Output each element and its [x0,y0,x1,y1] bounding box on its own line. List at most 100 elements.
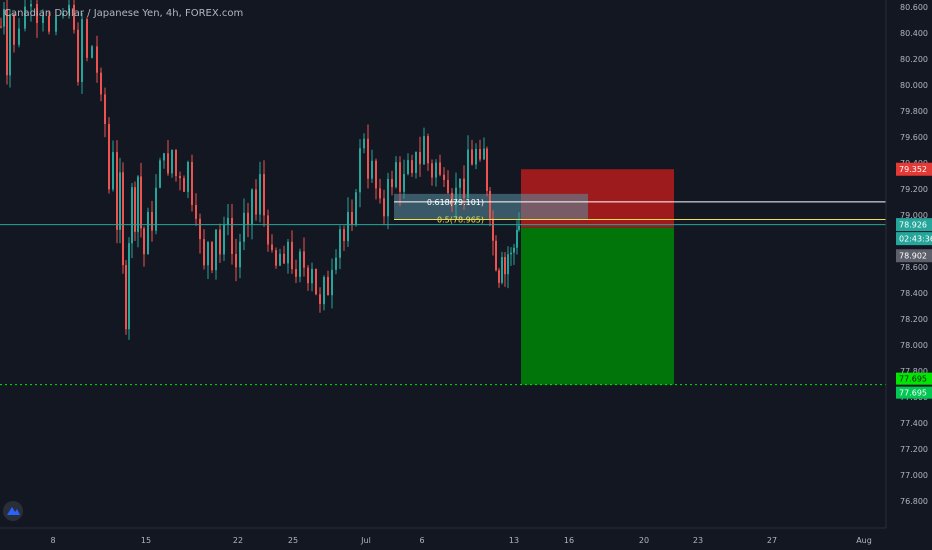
price-tick-label: 78.000 [900,341,928,350]
candle-body [187,162,189,192]
candle-body [439,162,441,175]
tradingview-logo[interactable] [3,501,23,521]
candle-body [191,162,193,206]
stop-price-tag-text: 79.352 [899,165,927,174]
candle-body [73,4,75,30]
candle-body [427,136,429,164]
candle-body [137,176,139,232]
candle-body [18,28,20,45]
candle-body [363,138,365,149]
price-tick-label: 77.800 [900,367,928,376]
candle-body [9,14,11,76]
stop-price-tag: 79.352 [896,162,932,176]
candle-body [510,252,512,255]
candle-body [215,229,217,271]
levels: 0.618(79.101) 0.5(78.965) [0,198,886,386]
candle-body [415,151,417,173]
candle-body [447,179,449,193]
candle-body [81,19,83,83]
time-tick-label: Aug [856,536,872,545]
time-tick-label: Jul [360,536,371,545]
price-tick-label: 77.000 [900,471,928,480]
candle-body [387,178,389,217]
candle-body [367,138,369,179]
candle-body [467,149,469,199]
candle-body [0,26,2,28]
candle-body [351,211,353,225]
candle-body [507,254,509,275]
candle-body [100,72,102,95]
candle-body [375,160,377,189]
candle-body [259,174,261,215]
time-tick-label: 25 [288,536,298,545]
candle-body [116,152,118,230]
entry-price-tag-bg [896,249,932,263]
candle-body [443,174,445,180]
candle-body [471,149,473,165]
candle-body [91,46,93,58]
fib-05-label: 0.5(78.965) [437,216,484,225]
candle-body [122,172,124,266]
target-price-tag-bottom-text: 77.695 [899,389,927,398]
candle-body [343,229,345,242]
candle-body [516,229,518,248]
candle-body [489,190,491,219]
time-tick-label: 23 [693,536,703,545]
candle-body [55,16,57,32]
candle-countdown-tag: 02:43:36 [896,232,932,246]
candle-body [195,205,197,219]
candle-body [287,241,289,264]
candle-body [179,176,181,179]
price-labels: 79.352 78.926 02:43:36 78.902 77.695 77.695 [896,162,932,399]
candle-body [403,174,405,192]
candle-body [219,229,221,255]
candle-body [163,153,165,161]
candle-body [125,265,127,330]
target-price-tag-bottom: 77.695 [896,386,932,399]
candle-body [13,14,15,45]
chart-title: Canadian Dollar / Japanese Yen, 4h, FORE… [4,8,243,19]
candle-body [171,150,173,174]
candle-body [243,212,245,242]
candle-body [68,4,70,14]
time-axis[interactable]: 8 15 22 25 Jul 6 13 16 20 23 27 Aug [50,536,871,545]
candle-body [251,189,253,225]
candle-body [223,224,225,255]
candle-body [463,178,465,199]
candle-body [319,294,321,305]
price-tick-label: 77.200 [900,445,928,454]
candle-body [495,240,497,271]
candle-body [283,253,285,264]
candle-body [291,241,293,270]
time-tick-label: 8 [50,536,55,545]
candle-body [359,148,361,193]
logo-icon [7,507,20,515]
candle-body [435,162,437,178]
candle-body [275,250,277,266]
entry-price-tag: 78.902 [896,249,932,263]
candle-body [211,242,213,271]
candle-body [267,215,269,245]
candle-body [147,211,149,255]
candle-body [303,251,305,268]
candle-body [48,15,50,32]
stop-price-tag-bg [896,162,932,176]
candle-body [331,269,333,296]
candle-body [419,151,421,165]
candle-body [383,198,385,217]
candle-body [175,150,177,177]
candle-body [151,211,153,231]
candle-body [86,19,88,58]
candle-body [77,29,79,83]
target-price-tag-top-bg [896,372,932,385]
candle-body [155,187,157,231]
candle-body [431,163,433,178]
candles [0,0,520,340]
price-tick-label: 79.800 [900,107,928,116]
candle-body [299,251,301,277]
target-price-tag-bottom-bg [896,386,932,399]
take-profit-zone[interactable] [521,227,674,385]
time-tick-label: 16 [564,536,574,545]
